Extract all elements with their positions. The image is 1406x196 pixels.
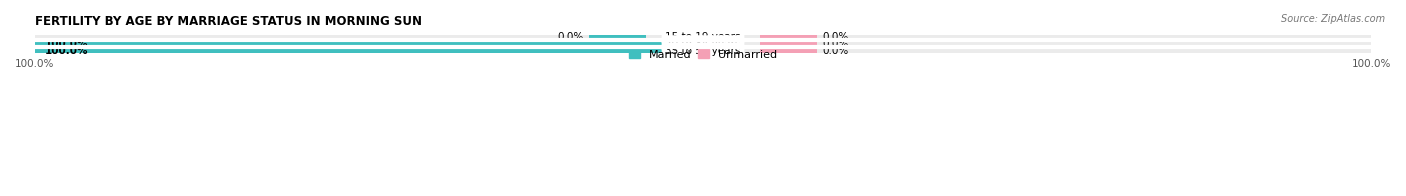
Bar (35, 42, 703, 46)
Text: 20 to 34 years: 20 to 34 years (665, 39, 741, 49)
Legend: Married, Unmarried: Married, Unmarried (624, 45, 782, 64)
Bar (759, 49, 817, 53)
Text: 35 to 50 years: 35 to 50 years (665, 46, 741, 56)
Text: 0.0%: 0.0% (823, 32, 848, 42)
Bar (35, 49, 1371, 53)
Bar (589, 49, 647, 53)
Bar (759, 42, 817, 46)
Text: Source: ZipAtlas.com: Source: ZipAtlas.com (1281, 14, 1385, 24)
Text: 100.0%: 100.0% (45, 46, 89, 56)
Bar (589, 35, 647, 39)
Bar (35, 42, 1371, 46)
Text: 15 to 19 years: 15 to 19 years (665, 32, 741, 42)
Text: 0.0%: 0.0% (823, 46, 848, 56)
Text: 100.0%: 100.0% (45, 39, 89, 49)
Text: 0.0%: 0.0% (558, 32, 583, 42)
Text: 0.0%: 0.0% (823, 39, 848, 49)
Bar (759, 35, 817, 39)
Bar (589, 42, 647, 46)
Bar (35, 35, 1371, 39)
Bar (35, 49, 703, 53)
Text: FERTILITY BY AGE BY MARRIAGE STATUS IN MORNING SUN: FERTILITY BY AGE BY MARRIAGE STATUS IN M… (35, 15, 422, 28)
